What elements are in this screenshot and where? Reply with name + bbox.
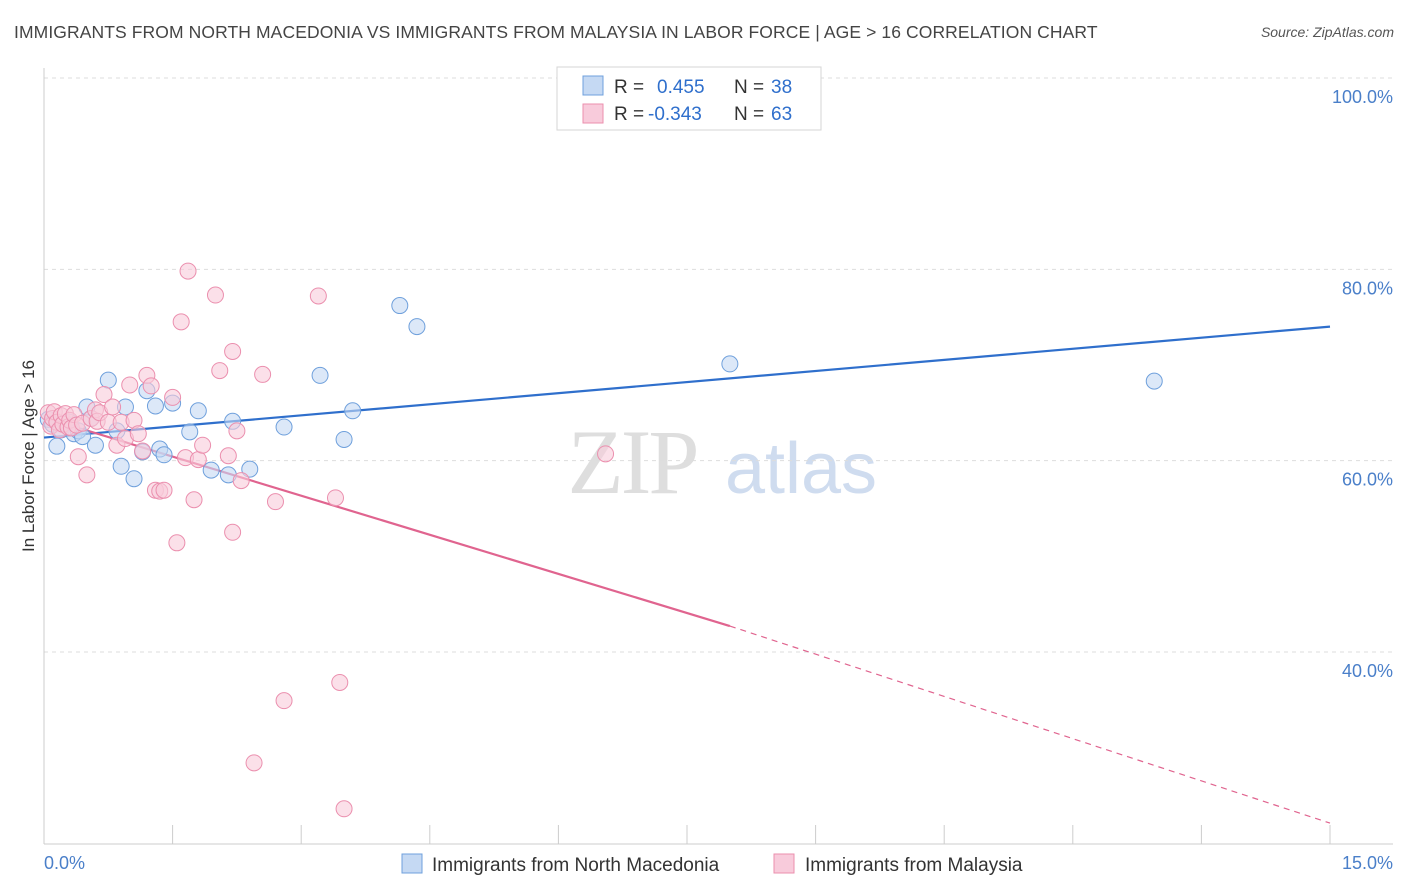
point-series-1-46 xyxy=(219,447,237,465)
point-series-1-43 xyxy=(194,436,212,454)
point-series-1-23 xyxy=(104,398,122,416)
point-series-1-32 xyxy=(142,377,160,395)
point-series-0-14 xyxy=(112,457,130,475)
point-series-1-16 xyxy=(78,466,96,484)
point-series-1-47 xyxy=(224,342,242,360)
point-series-0-24 xyxy=(189,402,207,420)
chart-source: Source: ZipAtlas.com xyxy=(1260,24,1394,40)
point-series-1-35 xyxy=(155,481,173,499)
bottom-legend-label-malaysia: Immigrants from Malaysia xyxy=(805,855,1023,876)
point-series-0-23 xyxy=(181,423,199,441)
point-series-1-48 xyxy=(228,422,246,440)
legend-swatch-malaysia xyxy=(582,103,604,124)
bottom-legend-swatch-malaysia xyxy=(773,853,795,874)
point-series-0-12 xyxy=(99,371,117,389)
point-series-1-37 xyxy=(168,534,186,552)
point-series-1-52 xyxy=(275,692,293,710)
gridlines xyxy=(44,77,1393,653)
point-series-0-28 xyxy=(241,460,259,478)
point-series-1-57 xyxy=(331,673,349,691)
point-series-1-44 xyxy=(206,286,224,304)
point-series-1-55 xyxy=(309,287,327,305)
point-series-0-31 xyxy=(335,430,353,448)
point-series-0-25 xyxy=(202,461,220,479)
trend-lines xyxy=(43,325,1331,824)
point-series-1-54 xyxy=(245,754,263,772)
y-tick-label-0: 100.0% xyxy=(1332,87,1393,107)
x-tick-label-right: 15.0% xyxy=(1342,853,1393,873)
watermark-atlas: atlas xyxy=(725,429,877,509)
point-series-0-30 xyxy=(311,366,329,384)
scatter-points xyxy=(39,262,1163,818)
point-series-1-21 xyxy=(95,386,113,404)
point-series-1-38 xyxy=(172,313,190,331)
legend-r-label-2: R = xyxy=(614,104,644,125)
y-tick-label-2: 60.0% xyxy=(1342,470,1393,490)
bottom-legend-swatch-north-macedonia xyxy=(401,853,423,874)
legend-r-value-1: 0.455 xyxy=(657,77,705,98)
point-series-1-58 xyxy=(335,800,353,818)
chart-title: IMMIGRANTS FROM NORTH MACEDONIA VS IMMIG… xyxy=(14,22,1098,42)
legend-n-value-1: 38 xyxy=(771,77,792,98)
point-series-1-30 xyxy=(134,442,152,460)
point-series-1-49 xyxy=(232,472,250,490)
point-series-1-14 xyxy=(69,448,87,466)
watermark-zip: ZIP xyxy=(568,411,697,513)
series-legend: Immigrants from North Macedonia Immigran… xyxy=(401,853,1023,876)
point-series-1-41 xyxy=(185,491,203,509)
legend-swatch-north-macedonia xyxy=(582,75,604,96)
point-series-1-59 xyxy=(597,445,615,463)
legend-r-label-1: R = xyxy=(614,77,644,98)
trend-line-dashed-series-1 xyxy=(729,625,1331,824)
point-series-0-33 xyxy=(391,297,409,315)
point-series-1-42 xyxy=(189,451,207,469)
y-axis-title: In Labor Force | Age > 16 xyxy=(19,360,38,552)
point-series-1-53 xyxy=(224,523,242,541)
point-series-0-21 xyxy=(155,446,173,464)
point-series-1-29 xyxy=(129,425,147,443)
legend-n-label-1: N = xyxy=(734,77,764,98)
y-tick-labels: 100.0% 80.0% 60.0% 40.0% xyxy=(1332,87,1393,681)
legend-n-value-2: 63 xyxy=(771,104,792,125)
legend-r-value-2: -0.343 xyxy=(648,104,702,125)
point-series-1-45 xyxy=(211,362,229,380)
point-series-1-36 xyxy=(164,388,182,406)
x-tick-label-left: 0.0% xyxy=(44,853,85,873)
y-tick-label-3: 40.0% xyxy=(1342,661,1393,681)
point-series-0-36 xyxy=(1145,372,1163,390)
trend-line-series-0 xyxy=(43,325,1331,439)
point-series-0-16 xyxy=(125,470,143,488)
point-series-0-32 xyxy=(344,402,362,420)
point-series-1-40 xyxy=(179,262,197,280)
point-series-1-27 xyxy=(121,376,139,394)
point-series-1-51 xyxy=(266,493,284,511)
bottom-legend-label-north-macedonia: Immigrants from North Macedonia xyxy=(432,855,720,876)
correlation-legend: R = 0.455 N = 38 R = -0.343 N = 63 xyxy=(556,66,822,131)
point-series-0-29 xyxy=(275,418,293,436)
axes xyxy=(43,68,1393,845)
point-series-1-56 xyxy=(326,489,344,507)
point-series-0-35 xyxy=(721,355,739,373)
legend-n-label-2: N = xyxy=(734,104,764,125)
point-series-1-50 xyxy=(254,365,272,383)
y-tick-label-1: 80.0% xyxy=(1342,278,1393,298)
point-series-0-2 xyxy=(48,437,66,455)
point-series-0-34 xyxy=(408,318,426,336)
point-series-0-19 xyxy=(146,397,164,415)
point-series-0-11 xyxy=(86,436,104,454)
